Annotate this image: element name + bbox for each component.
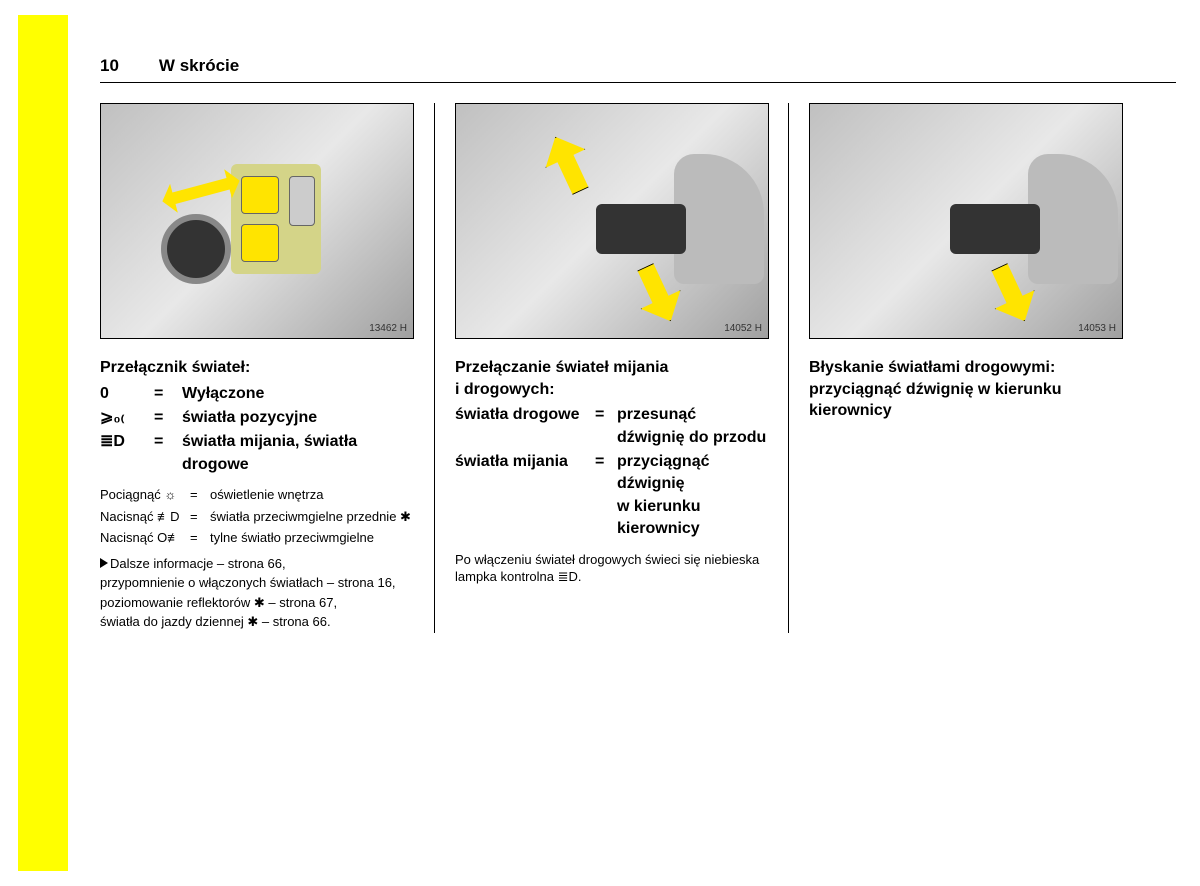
def-val: przyciągnąć dźwignię w kierunku kierowni… xyxy=(617,451,768,541)
page-yellow-tab xyxy=(18,15,68,871)
column-3: 14053 H Błyskanie światłami drogowymi: p… xyxy=(788,103,1142,633)
figure-beam-switch: 14052 H xyxy=(455,103,769,339)
col2-footnote: Po włączeniu świateł drogowych świeci si… xyxy=(455,551,768,586)
def-val: przesunąć dźwignię do przodu xyxy=(617,404,768,449)
def-row: ≣D = światła mijania, światła drogowe xyxy=(100,431,414,476)
def-val: Wyłączone xyxy=(182,383,414,405)
sub-row: Pociągnąć ☼ = oświetlenie wnętrza xyxy=(100,486,414,504)
def-row: 0 = Wyłączone xyxy=(100,383,414,405)
def-eq: = xyxy=(154,383,182,405)
sub-row: Nacisnąć O≢ = tylne światło przeciwmgiel… xyxy=(100,529,414,547)
col1-sub-definitions: Pociągnąć ☼ = oświetlenie wnętrza Nacisn… xyxy=(100,486,414,547)
def-eq: = xyxy=(154,407,182,429)
col1-definitions: 0 = Wyłączone ⩾₀₍ = światła pozycyjne ≣D… xyxy=(100,383,414,477)
sub-val: oświetlenie wnętrza xyxy=(210,486,414,504)
note-line: przypomnienie o włączonych światłach – s… xyxy=(100,574,414,592)
steering-boot-icon xyxy=(1028,154,1118,284)
column-1: 13462 H Przełącznik świateł: 0 = Wyłączo… xyxy=(100,103,434,633)
note-text: Dalsze informacje – strona 66, xyxy=(110,556,286,571)
sub-eq: = xyxy=(190,508,210,526)
def-key: 0 xyxy=(100,383,154,405)
column-2: 14052 H Przełączanie świateł mijania i d… xyxy=(434,103,788,633)
col2-title: Przełączanie świateł mijania i drogowych… xyxy=(455,357,768,400)
def-row: światła drogowe = przesunąć dźwignię do … xyxy=(455,404,768,449)
col3-title: Błyskanie światłami drogowymi: przyciągn… xyxy=(809,357,1122,422)
steering-boot-icon xyxy=(674,154,764,284)
def-row: światła mijania = przyciągnąć dźwignię w… xyxy=(455,451,768,541)
sub-val: światła przeciwmgielne przednie ✱ xyxy=(210,508,414,526)
def-eq: = xyxy=(595,451,617,541)
triangle-bullet-icon xyxy=(100,558,108,568)
parking-light-icon: ⩾₀₍ xyxy=(100,407,154,429)
sub-row: Nacisnąć ≢D = światła przeciwmgielne prz… xyxy=(100,508,414,526)
sub-key: Nacisnąć O≢ xyxy=(100,529,190,547)
figure-light-switch: 13462 H xyxy=(100,103,414,339)
yellow-arrow-up-icon xyxy=(535,128,600,201)
sub-key: Nacisnąć ≢D xyxy=(100,508,190,526)
low-beam-icon: ≣D xyxy=(100,431,154,476)
note-line: światła do jazdy dziennej ✱ – strona 66. xyxy=(100,613,414,631)
page-content: 10 W skrócie 13462 H Przełącznik świateł… xyxy=(100,56,1176,633)
content-columns: 13462 H Przełącznik świateł: 0 = Wyłączo… xyxy=(100,103,1176,633)
def-val: światła pozycyjne xyxy=(182,407,414,429)
def-row: ⩾₀₍ = światła pozycyjne xyxy=(100,407,414,429)
def-val: światła mijania, światła drogowe xyxy=(182,431,414,476)
stalk-lever-icon xyxy=(950,204,1040,254)
section-header: W skrócie xyxy=(159,56,239,76)
sub-eq: = xyxy=(190,529,210,547)
front-fog-button-icon xyxy=(241,176,279,214)
figure-label: 13462 H xyxy=(369,323,407,334)
light-switch-knob-icon xyxy=(161,214,231,284)
stalk-lever-icon xyxy=(596,204,686,254)
note-line: poziomowanie reflektorów ✱ – strona 67, xyxy=(100,594,414,612)
col1-notes: Dalsze informacje – strona 66, przypomni… xyxy=(100,555,414,631)
col1-title: Przełącznik świateł: xyxy=(100,357,414,379)
sub-key: Pociągnąć ☼ xyxy=(100,486,190,504)
def-eq: = xyxy=(154,431,182,476)
figure-flash-beam: 14053 H xyxy=(809,103,1123,339)
note-line: Dalsze informacje – strona 66, xyxy=(100,555,414,573)
page-number: 10 xyxy=(100,56,119,76)
page-header: 10 W skrócie xyxy=(100,56,1176,83)
figure-label: 14053 H xyxy=(1078,323,1116,334)
def-eq: = xyxy=(595,404,617,449)
col2-definitions: światła drogowe = przesunąć dźwignię do … xyxy=(455,404,768,540)
sub-eq: = xyxy=(190,486,210,504)
figure-label: 14052 H xyxy=(724,323,762,334)
sub-val: tylne światło przeciwmgielne xyxy=(210,529,414,547)
def-key: światła mijania xyxy=(455,451,595,541)
rear-fog-button-icon xyxy=(241,224,279,262)
def-key: światła drogowe xyxy=(455,404,595,449)
level-slider-icon xyxy=(289,176,315,226)
